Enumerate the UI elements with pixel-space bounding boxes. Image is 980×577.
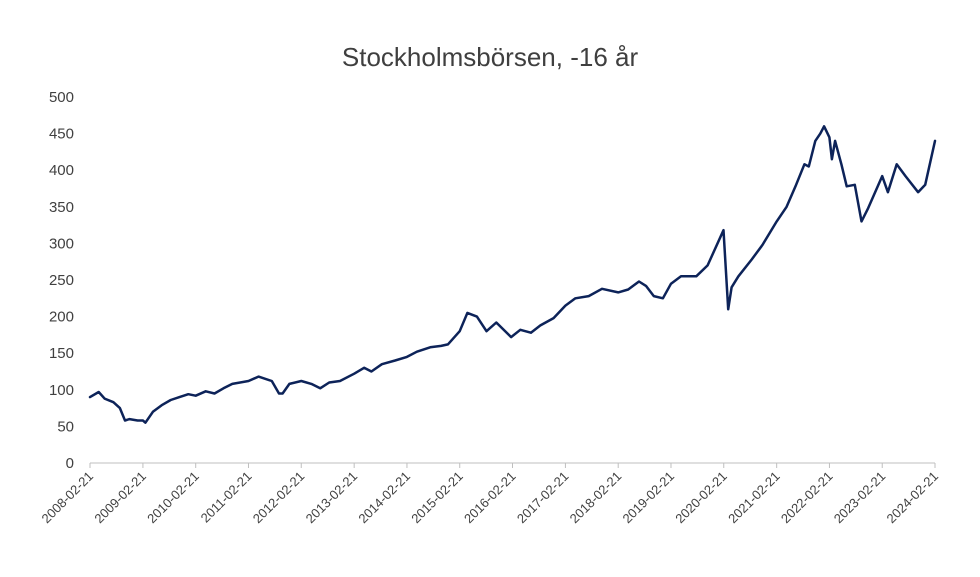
x-tick-label: 2023-02-21	[831, 469, 889, 527]
chart-title: Stockholmsbörsen, -16 år	[341, 42, 639, 72]
x-tick-label: 2021-02-21	[725, 469, 783, 527]
x-tick-label: 2016-02-21	[461, 469, 519, 527]
x-tick-label: 2022-02-21	[778, 469, 836, 527]
x-tick-label: 2012-02-21	[250, 469, 308, 527]
x-tick-label: 2014-02-21	[355, 469, 413, 527]
x-tick-label: 2015-02-21	[408, 469, 466, 527]
x-tick-label: 2010-02-21	[144, 469, 202, 527]
x-tick-label: 2008-02-21	[38, 469, 96, 527]
x-tick-label: 2024-02-21	[883, 469, 941, 527]
x-tick-label: 2019-02-21	[619, 469, 677, 527]
x-tick-label: 2009-02-21	[91, 469, 149, 527]
x-tick-label: 2020-02-21	[672, 469, 730, 527]
y-tick-label: 300	[49, 235, 74, 252]
y-tick-label: 400	[49, 162, 74, 179]
y-tick-label: 250	[49, 272, 74, 289]
x-tick-label: 2011-02-21	[198, 469, 255, 526]
y-tick-label: 100	[49, 382, 74, 399]
x-tick-label: 2013-02-21	[303, 469, 361, 527]
x-tick-label: 2017-02-21	[514, 469, 572, 527]
y-tick-label: 0	[66, 455, 74, 472]
y-tick-label: 150	[49, 345, 74, 362]
y-tick-label: 450	[49, 126, 74, 143]
series-line	[88, 125, 937, 424]
y-tick-label: 500	[49, 89, 74, 106]
y-tick-label: 50	[57, 418, 74, 435]
x-tick-label: 2018-02-21	[567, 469, 625, 527]
y-tick-label: 200	[49, 309, 74, 326]
y-tick-label: 350	[49, 199, 74, 216]
